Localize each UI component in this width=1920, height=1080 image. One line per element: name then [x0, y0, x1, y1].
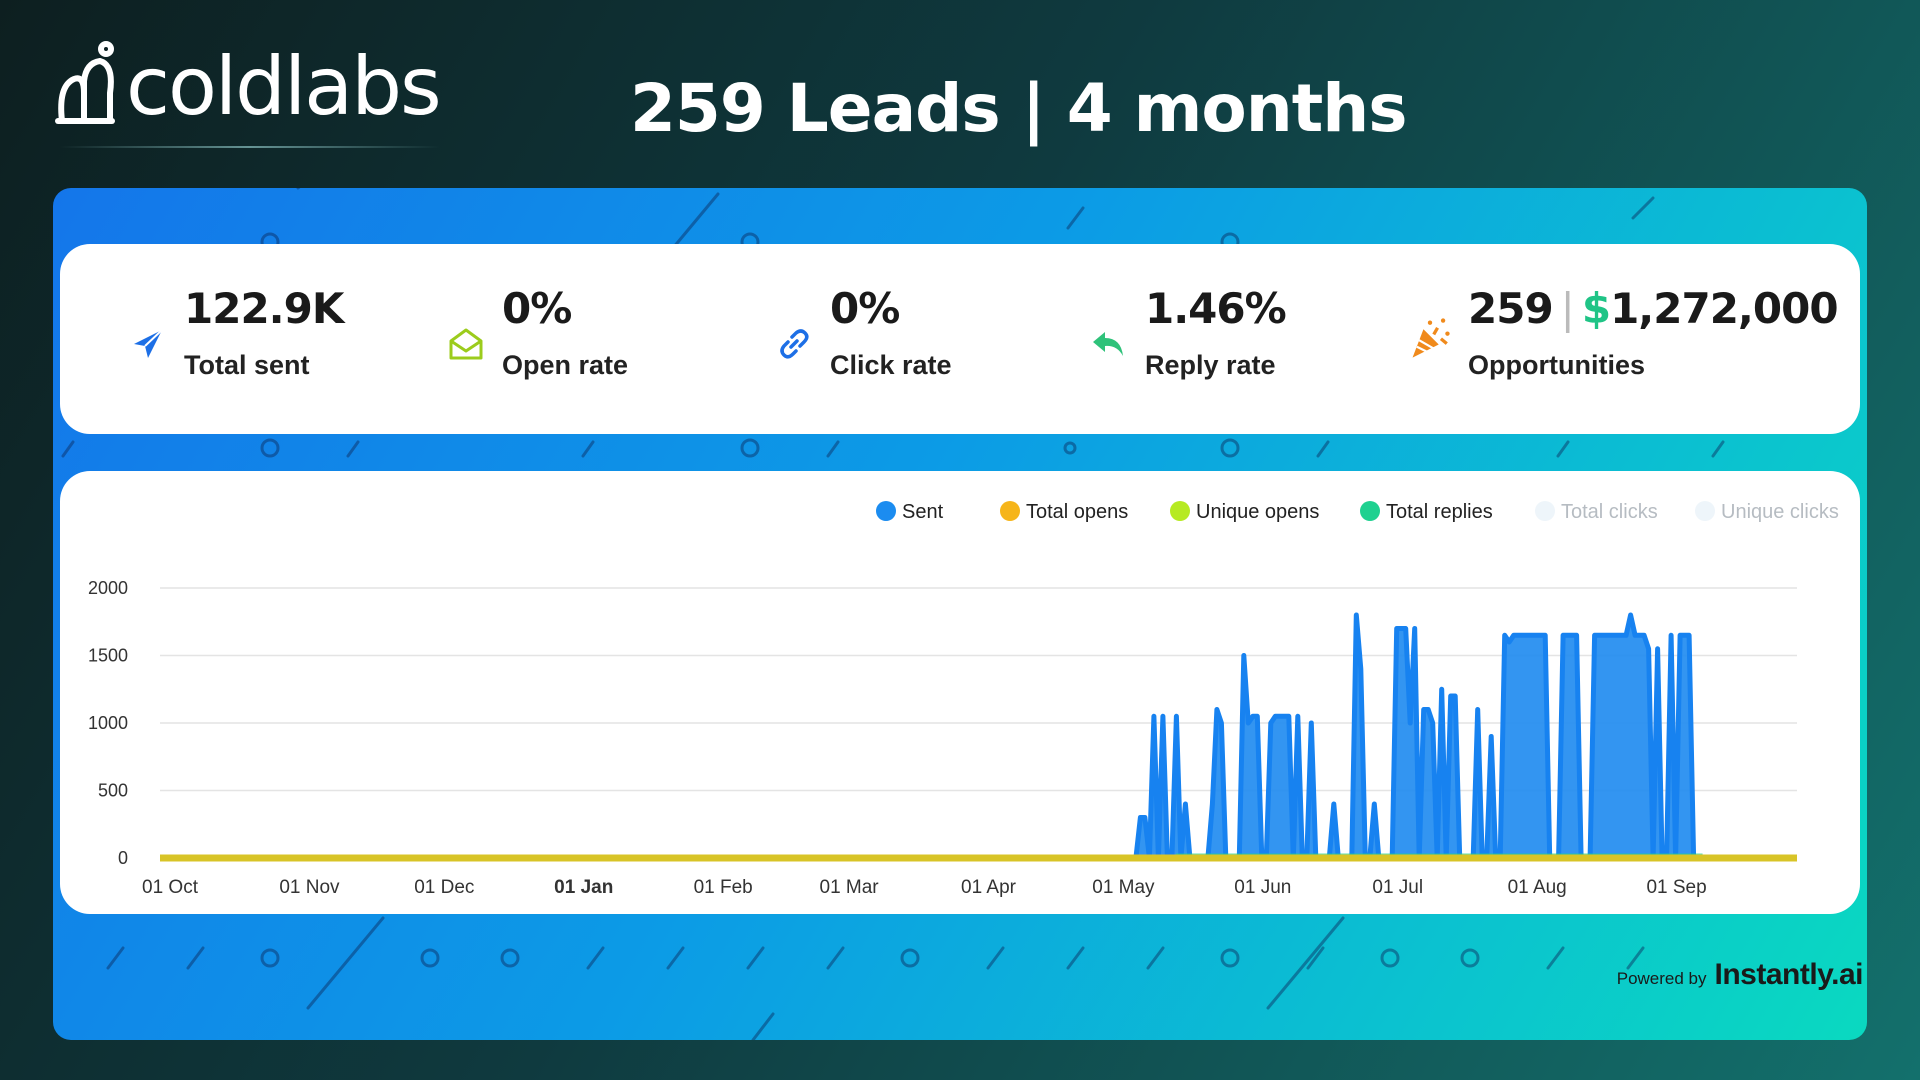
- currency-symbol: $: [1581, 284, 1611, 333]
- legend-swatch: [1170, 501, 1190, 521]
- legend-label: Total clicks: [1561, 501, 1658, 523]
- reply-arrow-icon: [1093, 332, 1123, 356]
- stat-label: Total sent: [184, 350, 310, 380]
- brand-divider: [60, 146, 440, 148]
- sent-activity-chart: 0 500 1000 1500 2000 01 Oct 01 Nov 01 Dec 01 Jan…: [88, 501, 1839, 898]
- legend-label: Total replies: [1386, 501, 1493, 523]
- x-tick-label: 01 Apr: [961, 877, 1017, 898]
- legend-label: Unique clicks: [1721, 501, 1839, 523]
- y-tick-label: 2000: [88, 578, 128, 598]
- x-tick-label: 01 Jun: [1234, 877, 1291, 898]
- legend-swatch: [1535, 501, 1555, 521]
- stat-label: Open rate: [502, 350, 629, 380]
- brand-name: coldlabs: [126, 39, 442, 133]
- stats-card: 122.9K Total sent 0% Open rate 0%: [60, 244, 1860, 434]
- background-pattern: [61, 188, 1725, 1040]
- brand-logo: coldlabs: [54, 36, 454, 136]
- stat-label: Click rate: [830, 350, 952, 380]
- powered-by-text: Powered by: [1616, 969, 1707, 988]
- legend-swatch: [876, 501, 896, 521]
- x-tick-label: 01 Oct: [142, 877, 199, 898]
- x-tick-label: 01 Jan: [554, 877, 613, 898]
- paper-plane-icon: [134, 329, 163, 358]
- powered-by: Powered by Instantly.ai: [1616, 958, 1864, 992]
- opportunity-count: 259: [1468, 284, 1554, 333]
- x-tick-label: 01 Nov: [279, 877, 340, 898]
- stat-value: 259 | $1,272,000: [1468, 284, 1839, 333]
- opportunity-value: 1,272,000: [1610, 284, 1838, 333]
- x-tick-label: 01 Aug: [1508, 877, 1567, 898]
- stat-value: 1.46%: [1145, 284, 1287, 333]
- y-tick-label: 500: [98, 781, 128, 801]
- series-sent-area: [1133, 612, 1706, 861]
- y-tick-label: 0: [118, 848, 128, 868]
- legend-label: Sent: [902, 501, 944, 523]
- party-popper-icon: [1412, 318, 1450, 358]
- legend-label: Total opens: [1026, 501, 1128, 523]
- x-tick-label: 01 Mar: [820, 877, 880, 898]
- instantly-logo: Instantly.ai: [1714, 958, 1864, 991]
- link-icon: [780, 329, 809, 359]
- x-tick-label: 01 May: [1092, 877, 1155, 898]
- x-tick-label: 01 Feb: [694, 877, 753, 898]
- stat-value: 122.9K: [184, 284, 344, 333]
- y-tick-label: 1500: [88, 646, 128, 666]
- legend-label: Unique opens: [1196, 501, 1319, 523]
- open-envelope-icon: [449, 328, 483, 360]
- report-panel: 122.9K Total sent 0% Open rate 0%: [53, 188, 1867, 1040]
- chart-card: 0 500 1000 1500 2000 01 Oct 01 Nov 01 Dec 01 Jan…: [60, 471, 1860, 914]
- stat-value: 0%: [830, 284, 900, 333]
- legend-swatch: [1360, 501, 1380, 521]
- x-tick-label: 01 Sep: [1646, 877, 1706, 898]
- y-tick-label: 1000: [88, 713, 128, 733]
- stat-label: Opportunities: [1468, 350, 1645, 380]
- x-tick-label: 01 Dec: [414, 877, 474, 898]
- legend-swatch: [1000, 501, 1020, 521]
- stat-value: 0%: [502, 284, 572, 333]
- x-tick-label: 01 Jul: [1372, 877, 1423, 898]
- page-headline: 259 Leads | 4 months: [630, 70, 1408, 147]
- value-separator: |: [1560, 284, 1575, 333]
- coldlabs-logo-icon: [55, 41, 115, 124]
- legend-swatch: [1695, 501, 1715, 521]
- stat-label: Reply rate: [1145, 350, 1276, 380]
